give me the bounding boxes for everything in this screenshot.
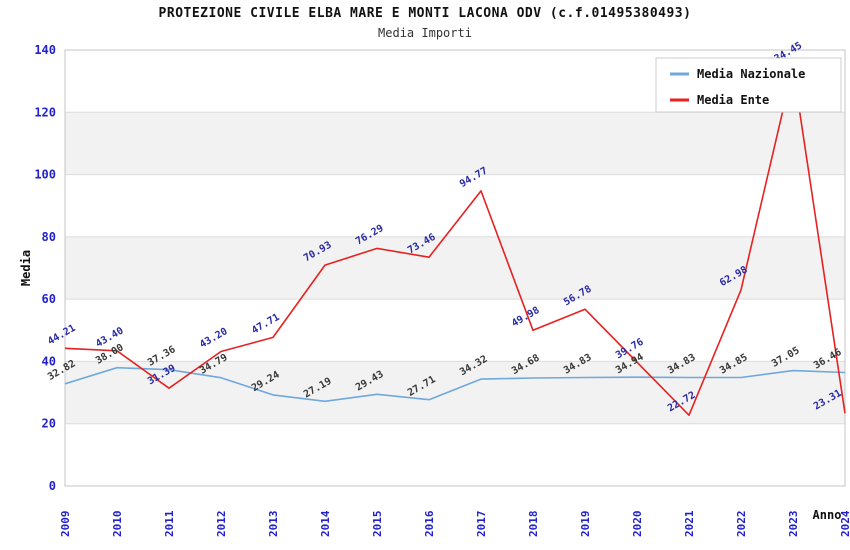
svg-text:2021: 2021 [683, 510, 696, 537]
y-tick-label: 0 [49, 479, 56, 493]
x-tick-label: 2022 [735, 511, 748, 538]
chart-title: PROTEZIONE CIVILE ELBA MARE E MONTI LACO… [158, 6, 692, 21]
y-tick-label: 40 [42, 354, 56, 368]
x-tick-label: 2010 [111, 511, 124, 538]
x-tick-label: 2021 [683, 510, 696, 537]
svg-text:2022: 2022 [735, 511, 748, 538]
plot-border [64, 49, 846, 487]
y-tick-label: 120 [34, 105, 56, 119]
x-tick-label: 2015 [371, 511, 384, 538]
svg-text:2013: 2013 [267, 511, 280, 538]
legend-label: Media Ente [697, 93, 769, 107]
svg-text:2012: 2012 [215, 511, 228, 538]
svg-text:2024: 2024 [839, 510, 850, 537]
y-tick-label: 140 [34, 43, 56, 57]
legend-box [655, 57, 842, 113]
svg-text:2009: 2009 [59, 511, 72, 538]
svg-text:Media: Media [19, 250, 33, 286]
svg-text:2023: 2023 [787, 511, 800, 538]
x-tick-label: 2012 [215, 511, 228, 538]
svg-text:2018: 2018 [527, 511, 540, 538]
x-axis-title: Anno [813, 508, 842, 522]
x-tick-label: 2020 [631, 511, 644, 538]
media-ente-line [64, 66, 846, 417]
x-tick-label: 2017 [475, 511, 488, 538]
svg-text:2011: 2011 [163, 510, 176, 537]
svg-text:2016: 2016 [423, 510, 436, 537]
plot-band [65, 174, 845, 237]
y-axis-title: Media [19, 250, 33, 286]
legend-label: Media Nazionale [697, 67, 805, 81]
svg-text:2020: 2020 [631, 511, 644, 538]
y-tick-label: 20 [42, 417, 56, 431]
y-tick-label: 60 [42, 292, 56, 306]
svg-text:2019: 2019 [579, 511, 592, 538]
plot-band [65, 423, 845, 486]
x-tick-label: 2018 [527, 511, 540, 538]
x-tick-label: 2013 [267, 511, 280, 538]
media-nazionale-line [64, 366, 846, 403]
plot-band [65, 112, 845, 175]
chart-subtitle: Media Importi [378, 26, 472, 40]
y-tick-label: 80 [42, 230, 56, 244]
x-tick-label: 2014 [319, 510, 332, 537]
svg-text:2010: 2010 [111, 511, 124, 538]
svg-text:2015: 2015 [371, 511, 384, 538]
plot-band [65, 361, 845, 424]
svg-text:2014: 2014 [319, 510, 332, 537]
x-tick-label: 2024 [839, 510, 850, 537]
x-tick-label: 2019 [579, 511, 592, 538]
plot-band [65, 236, 845, 300]
y-tick-label: 100 [34, 168, 56, 182]
x-tick-label: 2011 [163, 510, 176, 537]
x-tick-label: 2023 [787, 511, 800, 538]
x-tick-label: 2009 [59, 511, 72, 538]
svg-text:2017: 2017 [475, 511, 488, 538]
plot-band [65, 299, 845, 362]
x-tick-label: 2016 [423, 510, 436, 537]
